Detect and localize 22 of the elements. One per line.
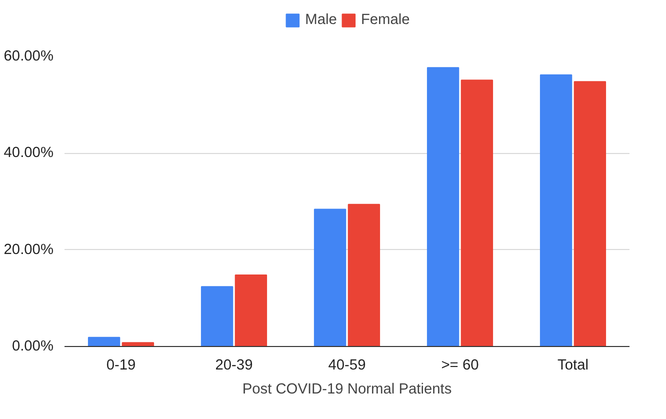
y-tick-label: 20.00% bbox=[4, 242, 54, 258]
bar bbox=[348, 204, 380, 346]
x-tick-label: 20-39 bbox=[215, 358, 253, 374]
y-tick-label: 60.00% bbox=[4, 48, 54, 64]
x-tick-label: 40-59 bbox=[328, 358, 366, 374]
bar bbox=[88, 336, 120, 346]
legend-label: Female bbox=[360, 12, 410, 28]
bar bbox=[540, 74, 572, 346]
y-tick-label: 40.00% bbox=[4, 145, 54, 162]
x-axis-title: Post COVID-19 Normal Patients bbox=[242, 382, 452, 398]
x-tick-label: >= 60 bbox=[441, 358, 479, 374]
bar bbox=[426, 67, 460, 346]
y-tick-label: 0.00% bbox=[12, 338, 54, 354]
bar bbox=[122, 342, 154, 346]
x-tick-label: 0-19 bbox=[106, 358, 136, 374]
bar bbox=[200, 286, 234, 346]
bar bbox=[314, 208, 346, 346]
x-tick-label: Total bbox=[558, 358, 588, 374]
bar bbox=[460, 80, 494, 346]
bar bbox=[574, 81, 606, 346]
legend-label: Male bbox=[305, 12, 337, 28]
bar bbox=[234, 274, 268, 346]
